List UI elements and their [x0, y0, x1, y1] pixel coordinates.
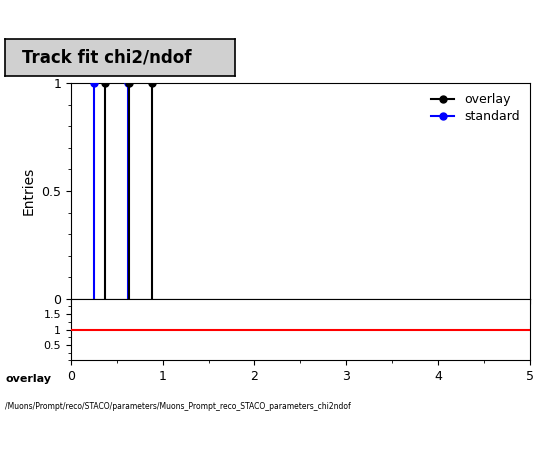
- Legend: overlay, standard: overlay, standard: [428, 90, 524, 127]
- Text: /Muons/Prompt/reco/STACO/parameters/Muons_Prompt_reco_STACO_parameters_chi2ndof: /Muons/Prompt/reco/STACO/parameters/Muon…: [5, 402, 351, 411]
- Text: overlay: overlay: [5, 374, 51, 384]
- Text: Track fit chi2/ndof: Track fit chi2/ndof: [21, 49, 191, 67]
- Y-axis label: Entries: Entries: [22, 167, 35, 215]
